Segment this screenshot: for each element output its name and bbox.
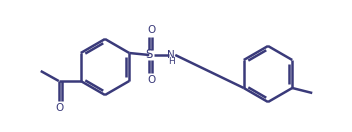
Text: N: N (167, 50, 175, 60)
Text: S: S (146, 48, 153, 62)
Text: O: O (147, 75, 155, 85)
Text: O: O (56, 103, 64, 113)
Text: O: O (147, 25, 155, 35)
Text: O: O (34, 61, 42, 71)
Text: H: H (168, 58, 175, 67)
